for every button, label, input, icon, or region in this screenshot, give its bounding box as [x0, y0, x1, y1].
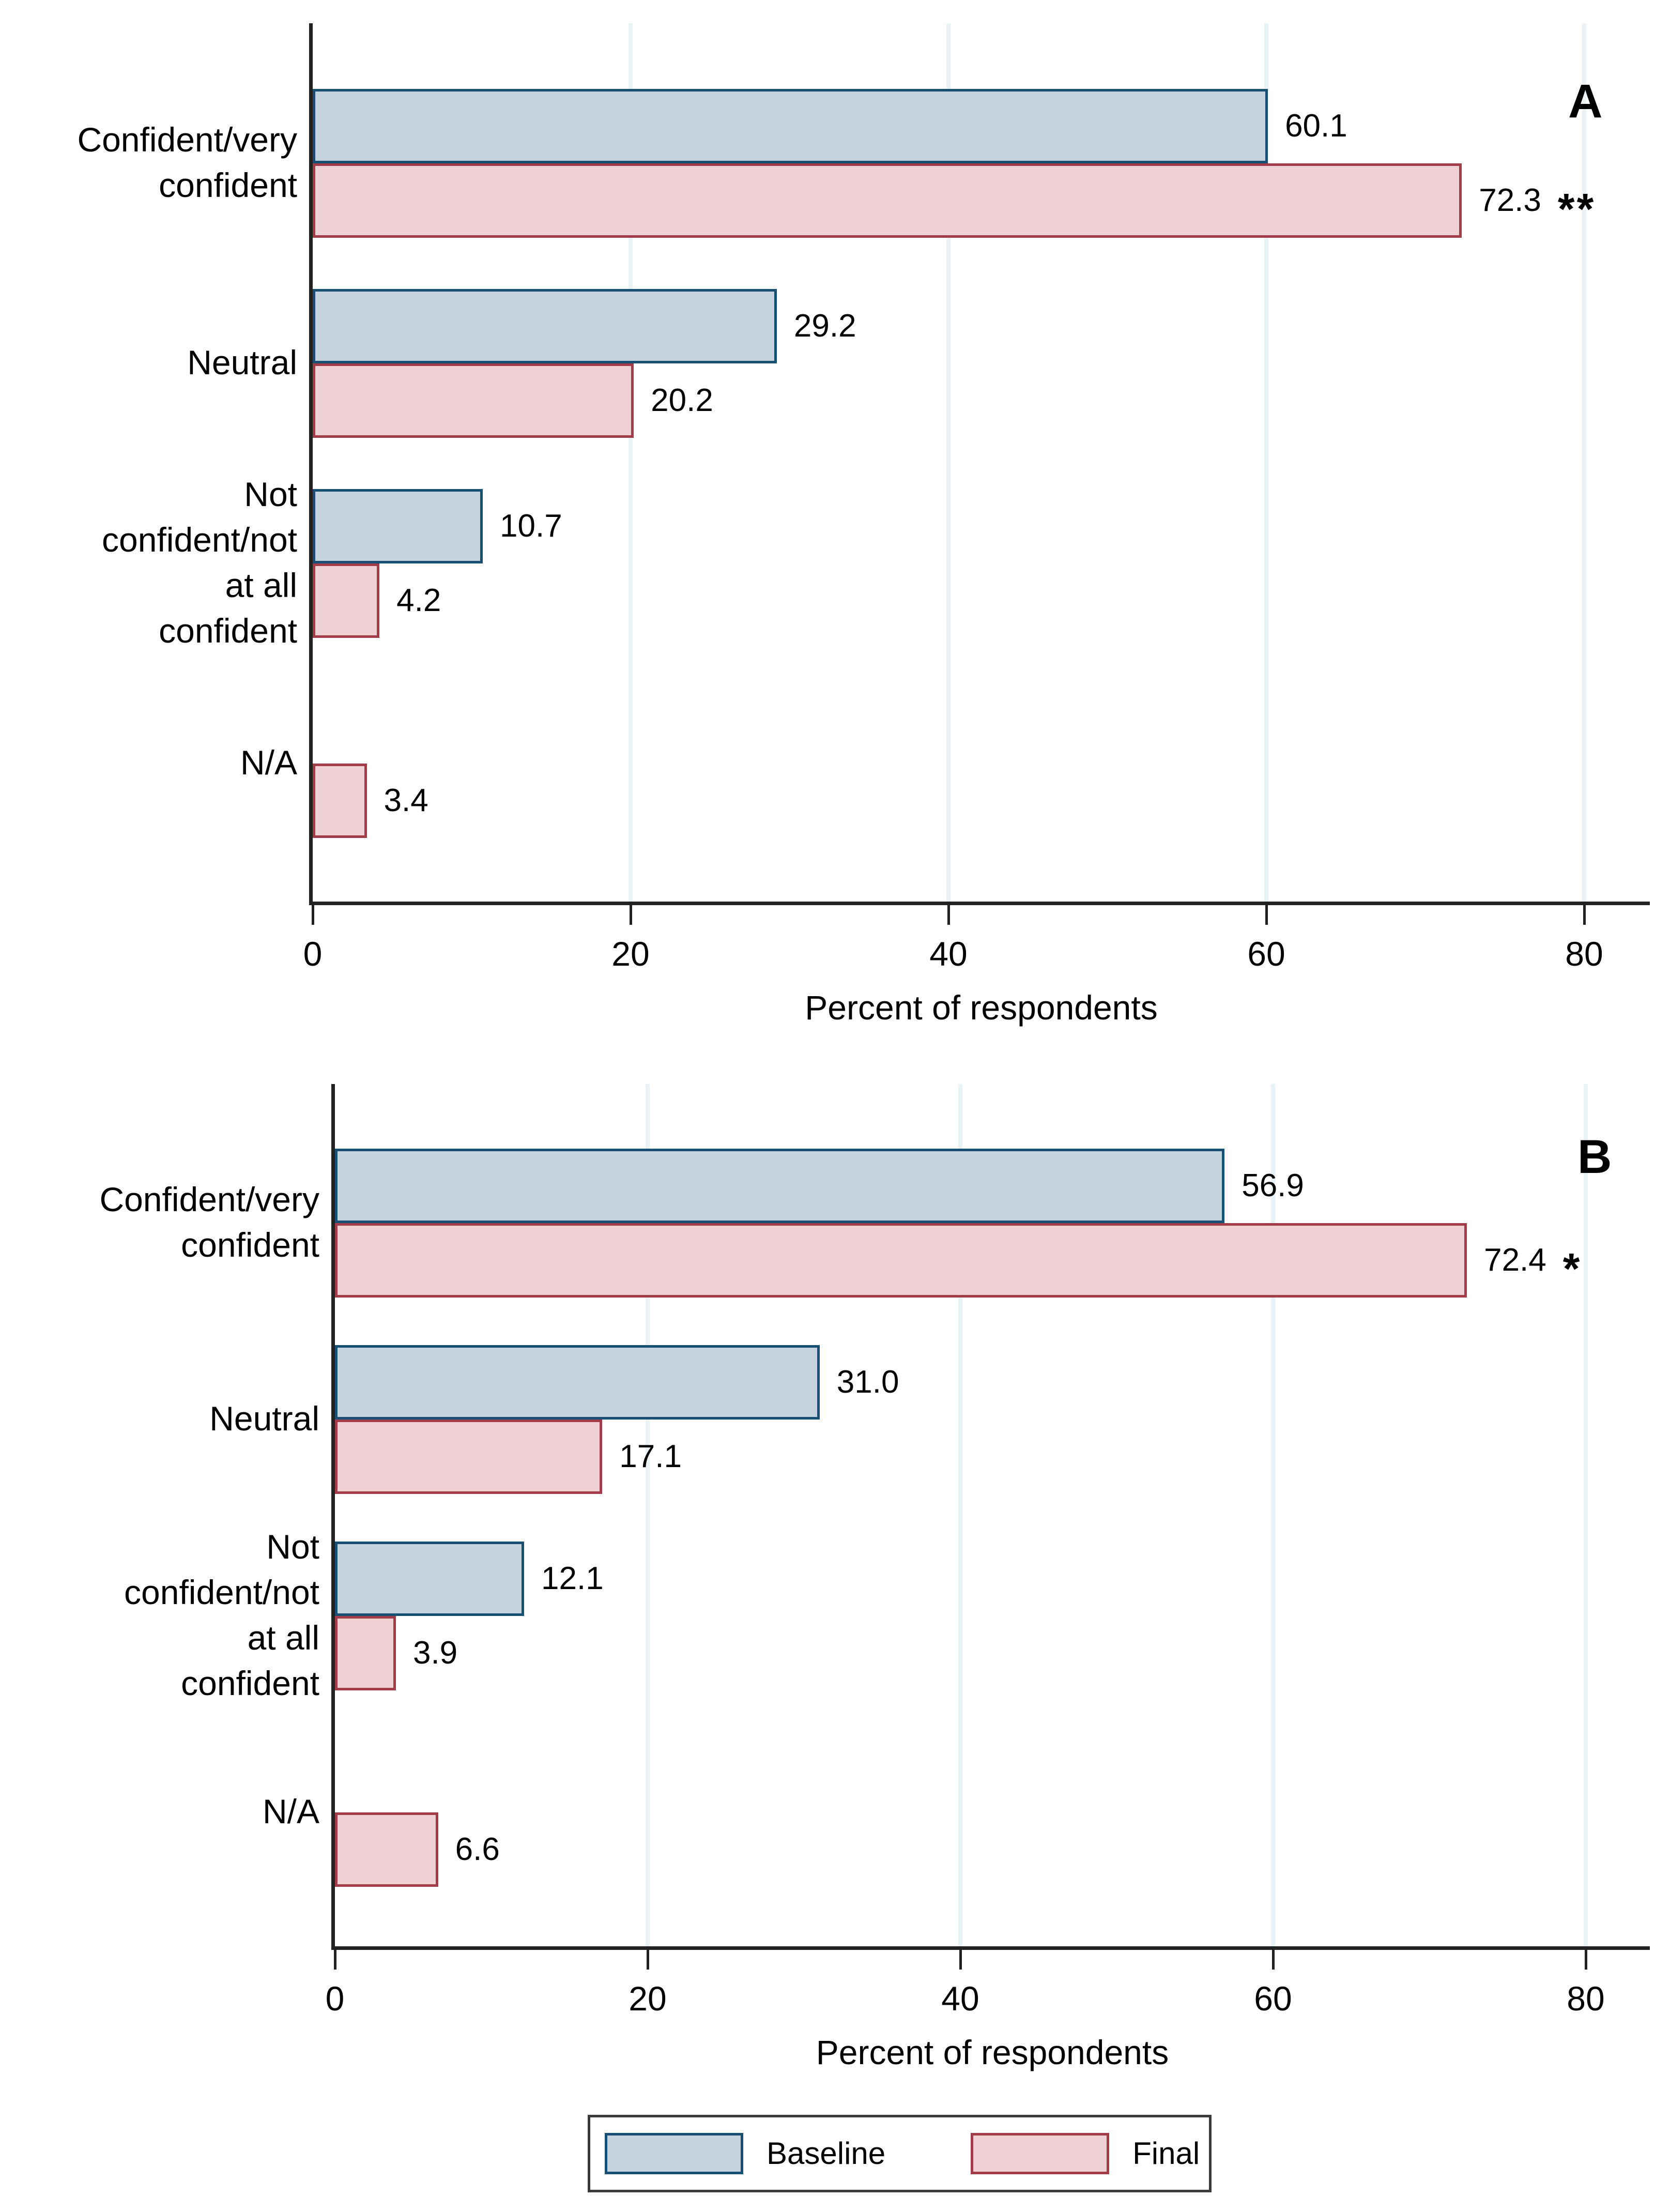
x-tick-40 [959, 1950, 962, 1970]
baseline-bar [313, 489, 483, 563]
x-axis-line [309, 902, 1650, 905]
baseline-bar [335, 1542, 525, 1616]
final-bar [335, 1420, 603, 1494]
x-tick-label-80: 80 [1565, 935, 1603, 973]
gridline-x20 [629, 23, 633, 902]
baseline-bar-value-label: 60.1 [1285, 89, 1347, 163]
x-axis-title: Percent of respondents [805, 988, 1158, 1027]
baseline-bar-value-label: 29.2 [794, 289, 856, 363]
baseline-bar [313, 89, 1268, 163]
baseline-bar [313, 289, 777, 363]
legend-final-label: Final [1132, 2136, 1200, 2171]
final-bar-value-label: 4.2 [396, 563, 441, 638]
category-label: Not confident/not at all confident [102, 475, 297, 650]
category-label: N/A [262, 1792, 319, 1830]
x-tick-0 [312, 905, 314, 925]
x-axis-line [331, 1946, 1650, 1950]
baseline-bar-value-label: 31.0 [837, 1345, 899, 1420]
gridline-x40 [946, 23, 951, 902]
x-tick-0 [334, 1950, 336, 1970]
value-text: 4.2 [396, 583, 441, 618]
value-text: 72.3 [1479, 182, 1541, 218]
x-tick-label-20: 20 [611, 935, 650, 973]
y-axis-line [309, 23, 313, 902]
panel-letter-a: A [1568, 75, 1603, 128]
category-label: Not confident/not at all confident [124, 1528, 319, 1702]
x-tick-label-40: 40 [941, 1979, 979, 2018]
value-text: 6.6 [455, 1832, 500, 1867]
x-tick-label-40: 40 [929, 935, 968, 973]
x-tick-80 [1583, 905, 1586, 925]
baseline-bar [335, 1149, 1225, 1223]
legend-baseline-label: Baseline [767, 2136, 886, 2171]
final-bar-value-label: 72.3 ** [1479, 182, 1596, 233]
value-text: 31.0 [836, 1364, 899, 1400]
x-tick-60 [1272, 1950, 1275, 1970]
gridline-x40 [958, 1084, 962, 1946]
baseline-bar-value-label: 56.9 [1242, 1149, 1304, 1223]
final-bar [335, 1616, 396, 1690]
baseline-bar [335, 1345, 820, 1420]
x-tick-20 [630, 905, 632, 925]
value-text: 20.2 [651, 383, 713, 418]
value-text: 12.1 [541, 1561, 604, 1596]
final-bar-value-label: 72.4 * [1484, 1242, 1582, 1293]
category-label: N/A [240, 743, 297, 782]
final-bar-value-label: 20.2 [651, 363, 713, 438]
legend-baseline-swatch [605, 2133, 743, 2174]
final-bar [335, 1223, 1467, 1298]
legend: Baseline Final [588, 2115, 1212, 2192]
x-tick-label-80: 80 [1567, 1979, 1605, 2018]
final-bar-value-label: 3.4 [384, 764, 428, 838]
final-bar [313, 163, 1462, 238]
x-tick-label-20: 20 [629, 1979, 667, 2018]
baseline-bar-value-label: 12.1 [541, 1542, 604, 1616]
final-bar [313, 363, 634, 438]
final-bar [335, 1812, 438, 1887]
x-tick-label-0: 0 [325, 1979, 345, 2018]
value-text: 29.2 [793, 308, 856, 344]
value-text: 10.7 [500, 508, 562, 544]
value-text: 60.1 [1285, 108, 1347, 144]
x-tick-80 [1585, 1950, 1587, 1970]
value-text: 56.9 [1242, 1168, 1304, 1203]
x-tick-label-60: 60 [1254, 1979, 1292, 2018]
x-axis-title: Percent of respondents [816, 2033, 1169, 2071]
y-axis-line [331, 1084, 335, 1946]
panel-letter-b: B [1577, 1131, 1612, 1183]
final-bar-value-label: 17.1 [619, 1420, 682, 1494]
category-label: Confident/very confident [99, 1180, 319, 1264]
x-tick-60 [1265, 905, 1268, 925]
final-bar [313, 764, 367, 838]
value-text: 3.9 [412, 1635, 458, 1671]
x-tick-40 [947, 905, 950, 925]
category-label: Neutral [209, 1399, 319, 1438]
gridline-x80 [1582, 23, 1586, 902]
gridline-x80 [1584, 1084, 1588, 1946]
x-tick-label-60: 60 [1247, 935, 1285, 973]
final-bar-value-label: 3.9 [413, 1616, 457, 1690]
value-text: 72.4 [1484, 1242, 1546, 1278]
legend-final-swatch [971, 2133, 1110, 2174]
category-label: Neutral [187, 343, 297, 382]
value-text: 17.1 [619, 1439, 682, 1474]
gridline-x20 [646, 1084, 650, 1946]
final-bar [313, 563, 380, 638]
gridline-x60 [1271, 1084, 1275, 1946]
x-tick-label-0: 0 [303, 935, 323, 973]
baseline-bar-value-label: 10.7 [500, 489, 562, 563]
gridline-x60 [1264, 23, 1268, 902]
x-tick-20 [647, 1950, 649, 1970]
final-bar-value-label: 6.6 [455, 1812, 500, 1887]
category-label: Confident/very confident [77, 120, 297, 204]
value-text: 3.4 [384, 783, 428, 818]
